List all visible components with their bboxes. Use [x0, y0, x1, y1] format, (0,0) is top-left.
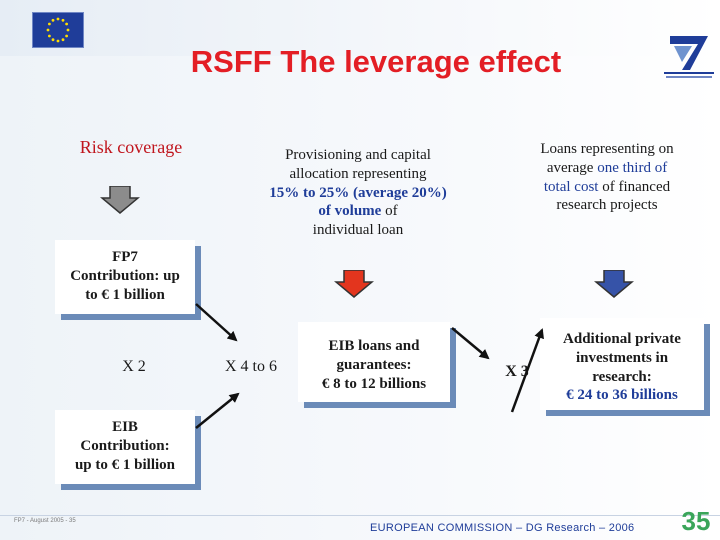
eib-contribution-box — [55, 410, 195, 484]
loans-total-cost: total cost — [543, 178, 599, 195]
gray-down-arrow-icon — [100, 186, 140, 214]
private-line-2: investments in — [575, 349, 669, 366]
eu-stars-icon — [46, 17, 70, 43]
loans-average: average — [546, 159, 598, 176]
private-line-1: Additional private — [563, 331, 681, 347]
private-line-3: research: — [592, 368, 652, 385]
additional-private-text: Additional private investments in resear… — [540, 330, 704, 405]
eib-contrib-line-1: EIB — [112, 419, 138, 435]
eib-loans-line-2: guarantees: — [336, 356, 412, 373]
fp7-line-2: Contribution: up — [70, 267, 180, 284]
loans-line-3: total cost of financed — [496, 178, 718, 197]
loans-one-third: one third of — [597, 159, 668, 176]
provisioning-of: of — [381, 203, 398, 220]
eib-loans-box — [298, 322, 450, 402]
additional-private-box — [540, 318, 704, 410]
loans-text: Loans representing on average one third … — [496, 140, 718, 215]
fp7-line-1: FP7 — [112, 249, 138, 265]
loans-line-4: research projects — [556, 197, 658, 214]
private-line-4: € 24 to 36 billions — [566, 387, 678, 404]
loans-line-1: Loans representing on — [540, 141, 674, 157]
eib-loans-line-3: € 8 to 12 billions — [321, 375, 427, 392]
provisioning-volume: of volume — [318, 203, 382, 220]
loans-financed: of financed — [598, 178, 671, 195]
arrow-eib-loans-to-x3 — [451, 327, 490, 360]
arrow-fp7-to-eib-loans — [195, 303, 238, 342]
eib-contrib-line-2: Contribution: — [80, 437, 170, 454]
provisioning-text: Provisioning and capital allocation repr… — [240, 146, 476, 240]
eib-loans-line-1: EIB loans and — [328, 338, 420, 354]
eib-loans-text: EIB loans and guarantees: € 8 to 12 bill… — [298, 337, 450, 393]
provisioning-line-4: of volume of — [240, 202, 476, 221]
fp7-contribution-text: FP7 Contribution: up to € 1 billion — [55, 248, 195, 304]
fp7-contribution-box — [55, 240, 195, 314]
provisioning-line-5: individual loan — [312, 222, 404, 238]
multiplier-x2: X 2 — [122, 358, 146, 375]
provisioning-line-2: allocation representing — [289, 165, 427, 182]
fp7-logo-icon — [664, 36, 714, 78]
footer-center-text: EUROPEAN COMMISSION – DG Research – 2006 — [370, 522, 635, 534]
page-number: 35 — [681, 506, 711, 536]
multiplier-x4-to-6: X 4 to 6 — [225, 358, 277, 375]
risk-coverage-label: Risk coverage — [79, 137, 183, 157]
blue-down-arrow-icon — [594, 270, 634, 298]
page-title: RSFF The leverage effect — [190, 44, 562, 79]
provisioning-line-1: Provisioning and capital — [285, 147, 431, 163]
arrow-x3-to-private — [510, 328, 544, 413]
eib-contrib-line-3: up to € 1 billion — [74, 456, 176, 473]
arrow-eib-contrib-to-eib-loans — [195, 392, 240, 429]
multiplier-x3: X 3 — [505, 363, 529, 380]
loans-line-2: average one third of — [496, 159, 718, 178]
footer-divider — [0, 515, 720, 516]
provisioning-line-3: 15% to 25% (average 20%) — [269, 184, 447, 201]
eu-flag-icon — [32, 12, 84, 48]
header-band — [0, 0, 720, 56]
footer-left-text: FP7 - August 2005 - 35 — [14, 518, 76, 524]
fp7-line-3: to € 1 billion — [85, 286, 165, 303]
red-down-arrow-icon — [334, 270, 374, 298]
eib-contribution-text: EIB Contribution: up to € 1 billion — [55, 418, 195, 474]
